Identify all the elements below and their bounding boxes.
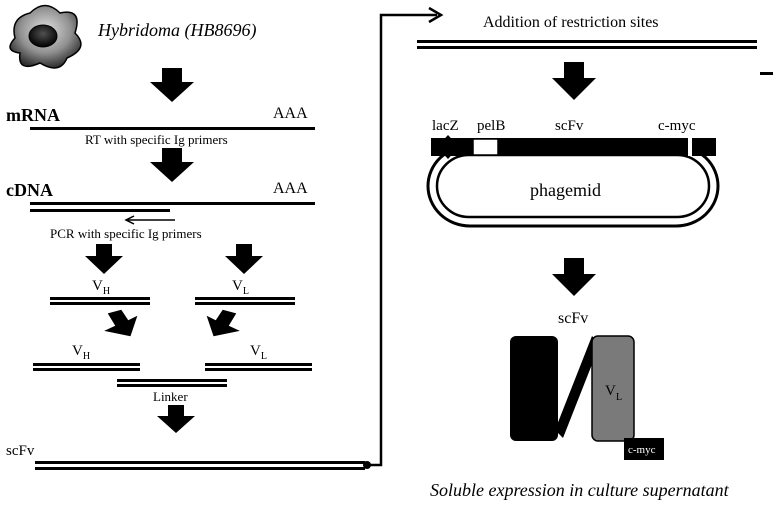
arrow-4b: [205, 310, 239, 340]
vh-frag-2a: [33, 363, 140, 366]
scfv-left-label: scFv: [6, 443, 34, 460]
arrow-4a: [105, 310, 139, 340]
extra-dash: [760, 72, 773, 75]
arrow-2: [150, 148, 194, 184]
cdna-line-bottom: [30, 209, 170, 212]
vh-frag-1b: [50, 302, 150, 305]
svg-text:V: V: [605, 383, 616, 399]
pcr-caption: PCR with specific Ig primers: [50, 226, 202, 242]
arrow-3a: [85, 244, 123, 276]
rt-caption: RT with specific Ig primers: [85, 132, 228, 148]
svg-text:L: L: [616, 392, 622, 403]
arrow-3b: [225, 244, 263, 276]
mrna-line: [30, 127, 315, 130]
restriction-label: Addition of restriction sites: [483, 14, 659, 32]
mrna-label: mRNA: [6, 105, 60, 126]
linker-line-a: [117, 379, 227, 382]
restriction-line-b: [417, 46, 757, 49]
cdna-aaa-label: AAA: [273, 180, 308, 198]
cdna-antisense-arrow: [120, 215, 175, 225]
vl-frag-2a: [205, 363, 312, 366]
vh-label-2: VH: [72, 343, 90, 362]
lacz-label: lacZ: [432, 118, 459, 135]
vl-frag-2b: [205, 368, 312, 371]
arrow-r1: [552, 62, 596, 102]
arrow-5: [157, 405, 195, 435]
vh-frag-2b: [33, 368, 140, 371]
vl-frag-1a: [195, 297, 295, 300]
pelb-label: pelB: [477, 118, 505, 135]
scfv-protein-icon: V L c-myc: [500, 330, 670, 470]
cdna-line-top: [30, 202, 315, 205]
scfv-line-b: [35, 467, 365, 470]
svg-text:c-myc: c-myc: [628, 444, 656, 456]
arrow-r2: [552, 258, 596, 298]
vl-label-1: VL: [232, 278, 249, 297]
vh-label-1: VH: [92, 278, 110, 297]
restriction-line-a: [417, 40, 757, 43]
linker-label: Linker: [153, 389, 188, 405]
hybridoma-cell-icon: [5, 3, 85, 73]
vl-label-2: VL: [250, 343, 267, 362]
vh-frag-1a: [50, 297, 150, 300]
phagemid-label: phagemid: [530, 180, 601, 201]
scfv-right-label: scFv: [558, 310, 588, 328]
hybridoma-label: Hybridoma (HB8696): [98, 20, 256, 41]
bottom-caption: Soluble expression in culture supernatan…: [430, 480, 729, 501]
cmyc-label: c-myc: [658, 118, 695, 135]
cassette-scfv-label: scFv: [555, 118, 583, 135]
mrna-aaa-label: AAA: [273, 105, 308, 123]
cdna-label: cDNA: [6, 180, 53, 201]
vl-frag-1b: [195, 302, 295, 305]
arrow-1: [150, 68, 194, 104]
linker-line-b: [117, 384, 227, 387]
scfv-line-a: [35, 461, 365, 464]
